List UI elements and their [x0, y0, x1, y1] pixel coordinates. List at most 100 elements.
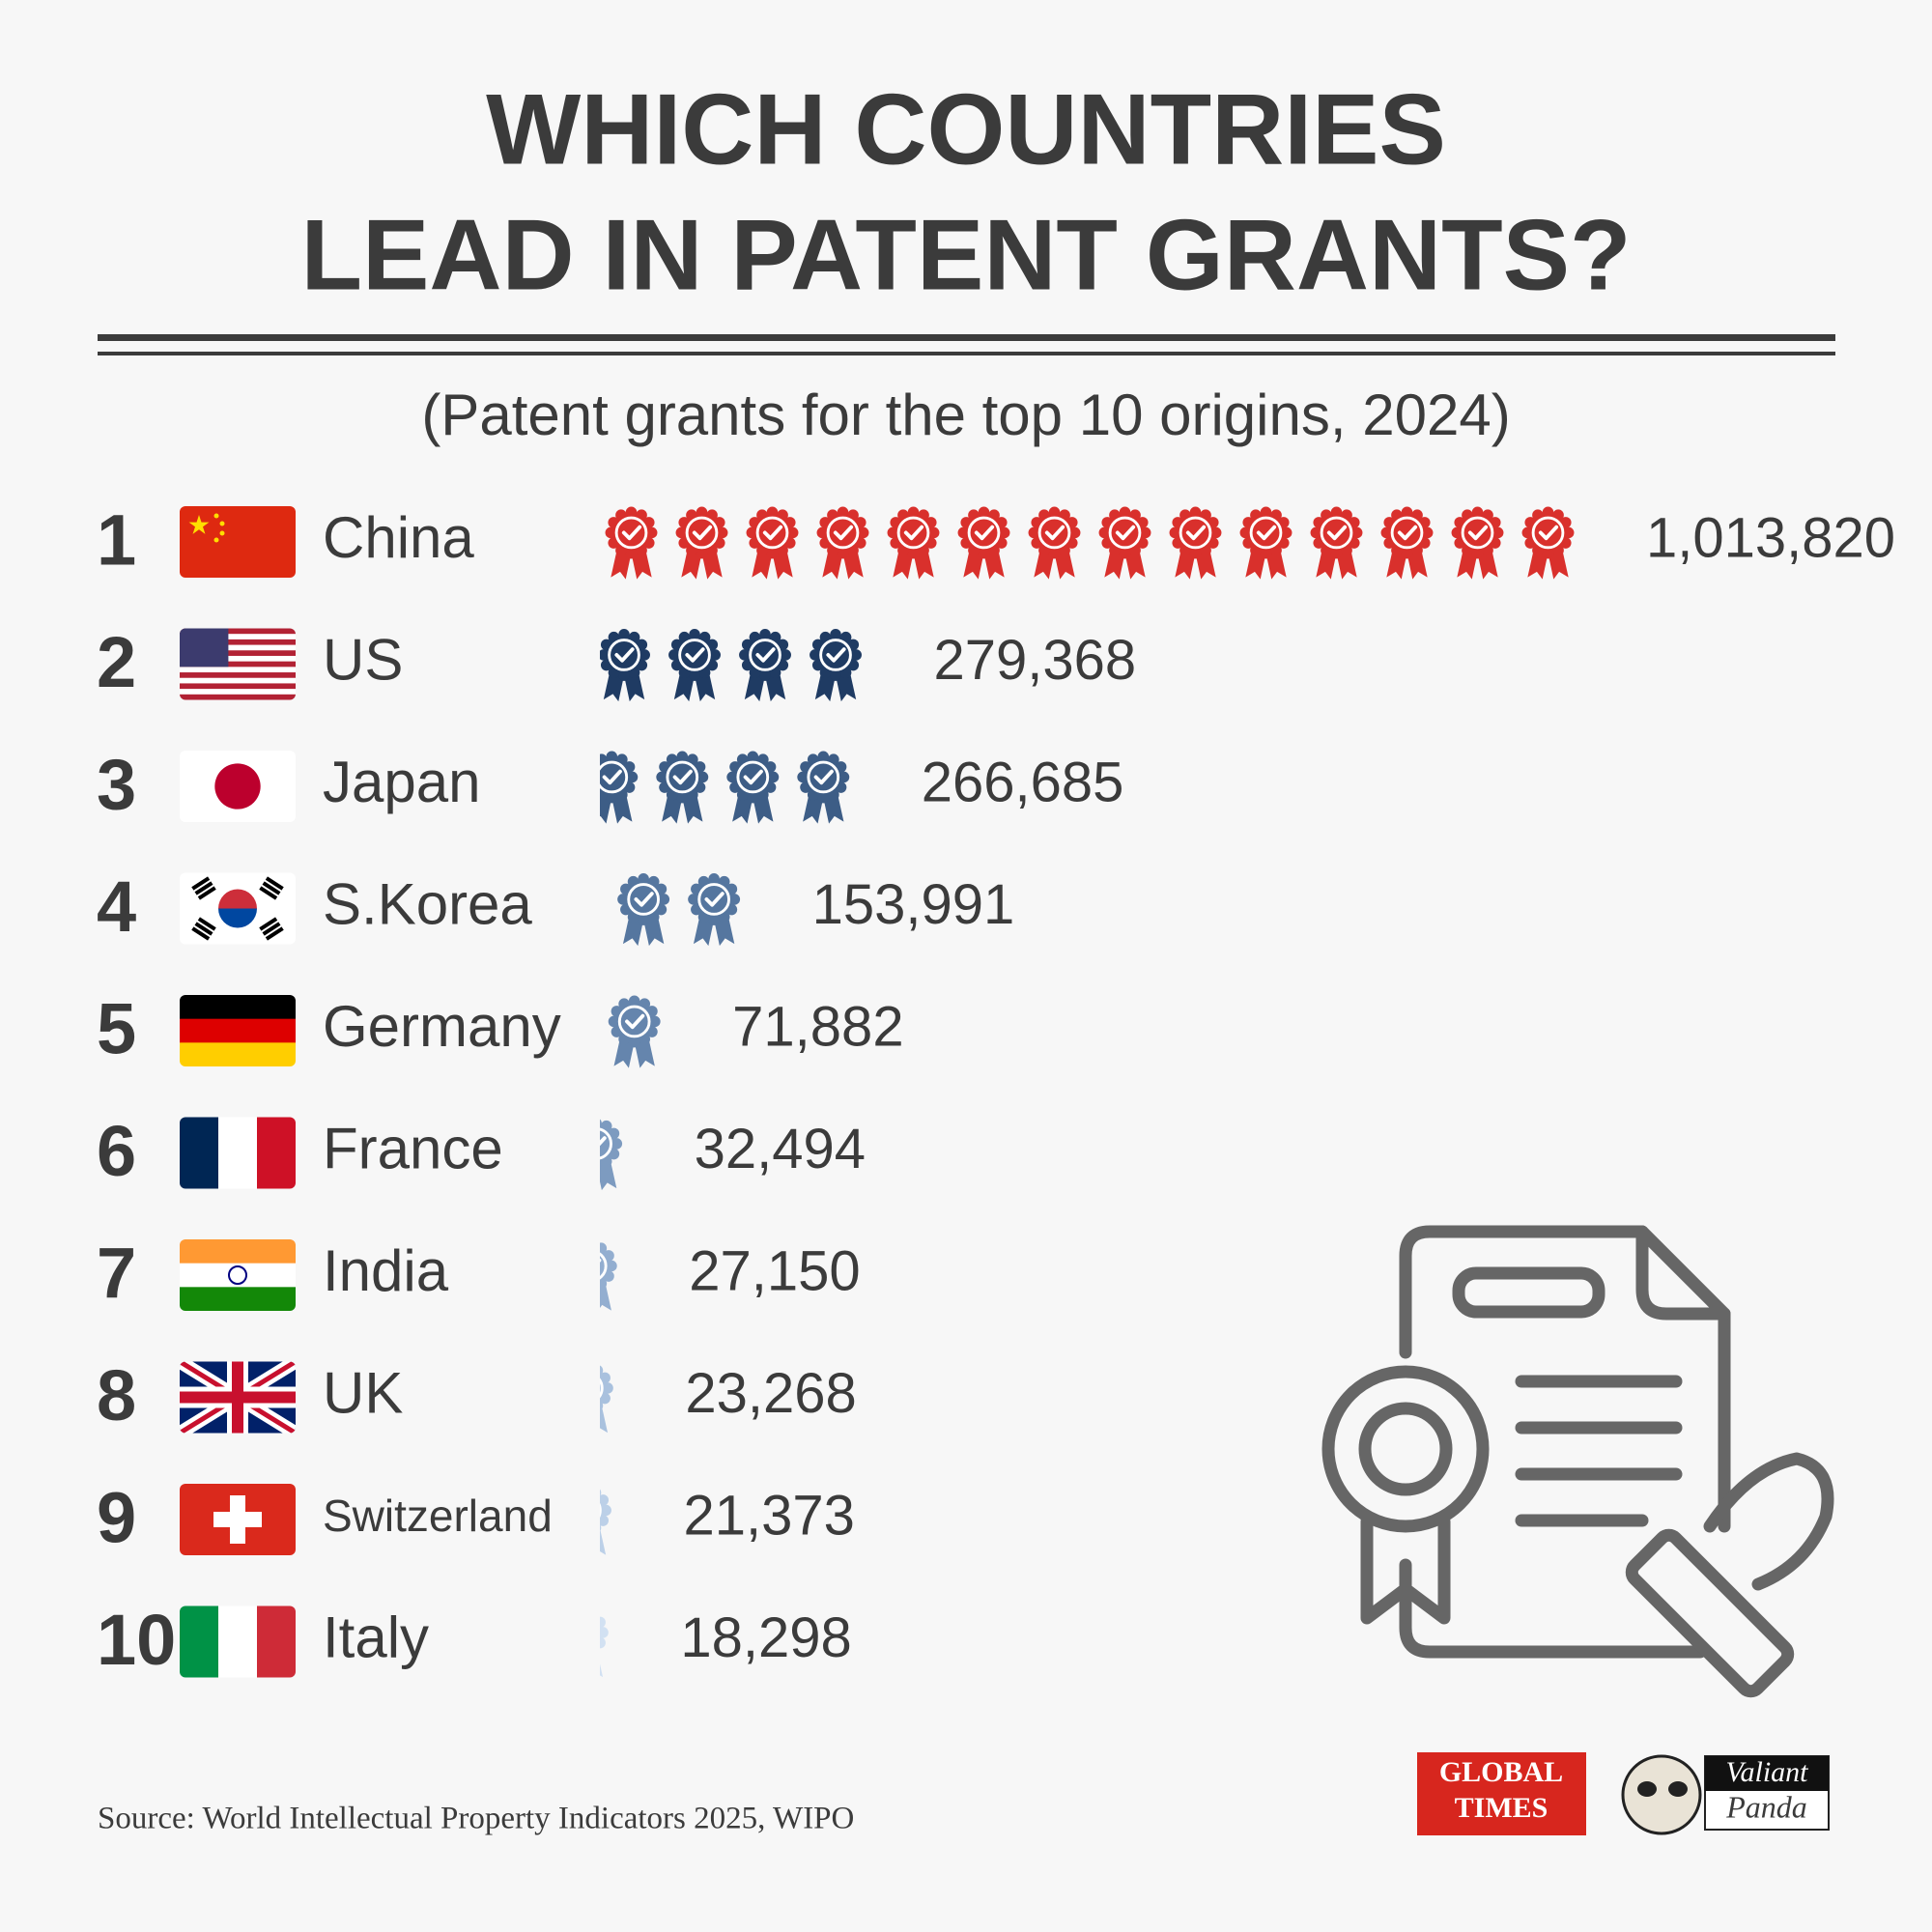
- flag-part: [180, 683, 296, 690]
- flag-part: [180, 634, 296, 640]
- rank: 8: [97, 1355, 136, 1435]
- logo-band: [1705, 1756, 1829, 1791]
- country-name: China: [323, 505, 474, 570]
- rank: 5: [97, 989, 136, 1069]
- flag-star: [219, 521, 225, 526]
- country-name: Italy: [323, 1605, 429, 1669]
- flag: [180, 995, 296, 1066]
- flag-part: [180, 644, 296, 651]
- country-name: Japan: [323, 750, 480, 814]
- flag-part: [191, 876, 216, 900]
- country-name: UK: [323, 1360, 403, 1425]
- row: 2 US 279,368: [97, 622, 1137, 703]
- flag-part: [218, 1117, 258, 1189]
- flag: [180, 1361, 296, 1434]
- value-label: 1,013,820: [1646, 506, 1895, 569]
- flag-part: [259, 876, 284, 900]
- subtitle: (Patent grants for the top 10 origins, 2…: [421, 383, 1510, 447]
- flag-part: [180, 694, 296, 700]
- rank: 9: [97, 1478, 136, 1558]
- flag-part: [180, 1042, 296, 1066]
- flag-part: [180, 628, 296, 635]
- row: 1 China 1,013,820: [97, 500, 1895, 582]
- flag-star: [213, 537, 219, 543]
- flag-part: [257, 1117, 296, 1189]
- flag-part: [180, 1287, 296, 1311]
- flag-part: [180, 1018, 296, 1044]
- flag-part: [232, 1361, 243, 1434]
- country-name: S.Korea: [323, 871, 532, 936]
- value-label: 23,268: [685, 1362, 856, 1425]
- row: 4 S.Korea 153,991: [97, 867, 1015, 948]
- flag-part: [180, 1117, 219, 1189]
- logo-text: GLOBAL: [1439, 1756, 1563, 1788]
- country-name: US: [323, 627, 403, 692]
- valiant-panda-logo: Valiant Panda: [1621, 1754, 1830, 1835]
- flag: [180, 1239, 296, 1311]
- rule: [98, 352, 1835, 355]
- flag-part: [180, 677, 296, 684]
- flag-part: [180, 672, 296, 679]
- flag-part: [180, 689, 296, 696]
- country-name: Switzerland: [323, 1491, 553, 1541]
- flag-part: [180, 650, 296, 657]
- title-line: LEAD IN PATENT GRANTS?: [301, 199, 1632, 311]
- flag: [180, 1117, 296, 1189]
- value-label: 71,882: [732, 995, 903, 1058]
- rank: 10: [97, 1600, 176, 1680]
- value-label: 18,298: [680, 1606, 851, 1669]
- value-label: 21,373: [683, 1484, 854, 1547]
- row: 6 France 32,494: [97, 1111, 866, 1192]
- row: 7 India 27,150: [97, 1234, 861, 1315]
- logo-box: [1417, 1752, 1586, 1835]
- flag-part: [180, 667, 296, 673]
- flag-part: [180, 639, 296, 646]
- certificate-icon: [1321, 1225, 1834, 1698]
- flag-part: [228, 1265, 247, 1285]
- title-line: WHICH COUNTRIES: [486, 73, 1446, 185]
- flag: [180, 506, 296, 578]
- rank: 3: [97, 745, 136, 825]
- country-name: India: [323, 1238, 449, 1303]
- logo-text: Valiant: [1725, 1756, 1808, 1788]
- value-label: 153,991: [812, 873, 1015, 936]
- flag-part: [191, 917, 216, 941]
- panda-eye: [1637, 1781, 1657, 1797]
- flag-part: [180, 995, 296, 1020]
- flag-part: [218, 908, 257, 928]
- flag-part: [180, 506, 296, 578]
- row: 5 Germany 71,882: [97, 989, 904, 1070]
- row: 10 Italy 18,298: [97, 1600, 852, 1681]
- value-label: 27,150: [689, 1239, 860, 1302]
- flag-part: [180, 661, 296, 668]
- country-name: Germany: [323, 994, 561, 1059]
- value-label: 32,494: [695, 1118, 866, 1180]
- flag: [180, 872, 296, 945]
- flag: [180, 1605, 296, 1678]
- panda-face: [1621, 1754, 1702, 1835]
- rule: [98, 334, 1835, 341]
- row: 8 UK 23,268: [97, 1355, 857, 1436]
- flag-part: [230, 1495, 245, 1544]
- flag-part: [218, 889, 257, 909]
- source-note: Source: World Intellectual Property Indi…: [98, 1802, 854, 1836]
- flag: [180, 1484, 296, 1555]
- rank: 6: [97, 1111, 136, 1191]
- global-times-logo: GLOBAL TIMES: [1417, 1752, 1586, 1835]
- value-label: 266,685: [922, 751, 1124, 813]
- row: 9 Switzerland 21,373: [97, 1478, 855, 1559]
- flag-part: [257, 1605, 296, 1678]
- flag-part: [259, 917, 284, 941]
- value-label: 279,368: [934, 629, 1137, 692]
- flag: [180, 628, 296, 700]
- flag-part: [180, 628, 229, 668]
- flag-part: [180, 1605, 219, 1678]
- rank: 7: [97, 1234, 136, 1314]
- flag: [180, 751, 296, 822]
- panda-eye: [1668, 1781, 1688, 1797]
- row: 3 Japan 266,685: [97, 745, 1124, 826]
- flag-star: [213, 513, 219, 519]
- flag-part: [218, 1605, 258, 1678]
